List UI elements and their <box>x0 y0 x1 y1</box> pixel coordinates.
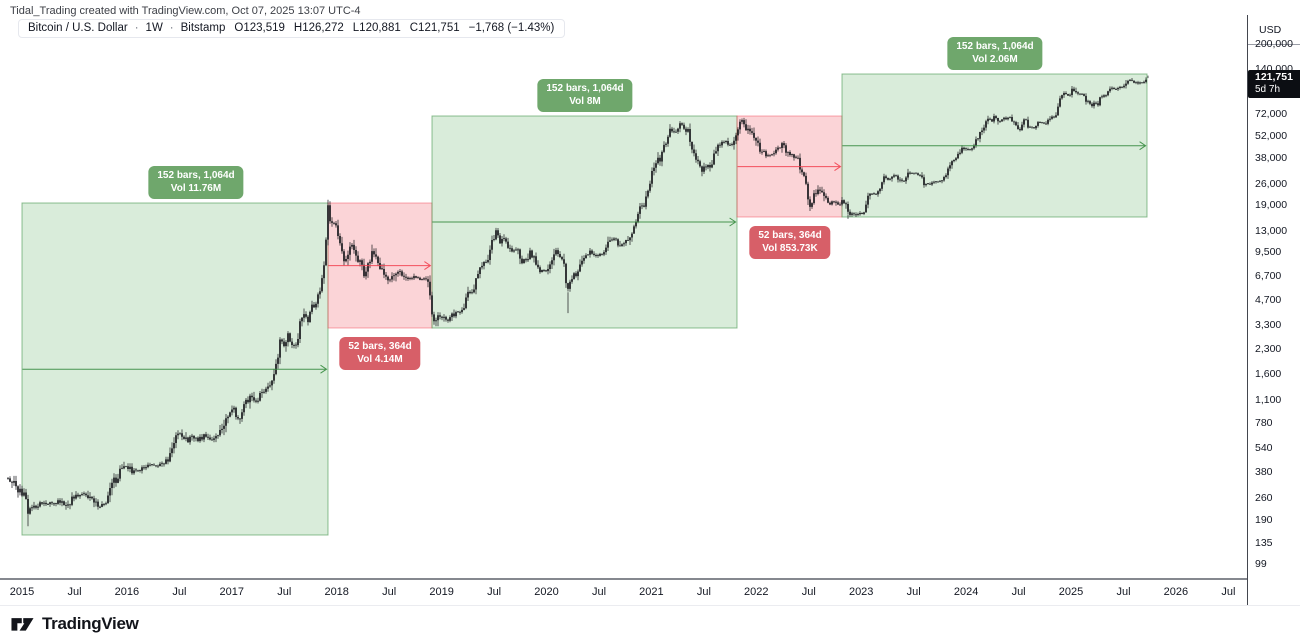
time-tick-2019-2019: 2019 <box>429 586 454 598</box>
exchange-label: Bitstamp <box>180 22 226 34</box>
price-tick-38000: 38,000 <box>1255 151 1288 164</box>
tradingview-logo-text[interactable]: TradingView <box>42 614 139 633</box>
bar-countdown: 5d 7h <box>1255 84 1281 95</box>
time-tick-Jul-2016.5: Jul <box>172 586 187 598</box>
price-tick-1600: 1,600 <box>1255 368 1282 380</box>
zone-arrow-green-3[interactable] <box>432 217 737 227</box>
tradingview-logo-icon[interactable] <box>10 613 35 635</box>
time-tick-Jul-2025.5: Jul <box>1116 586 1131 598</box>
time-tick-2023-2023: 2023 <box>848 586 874 598</box>
currency-label: USD <box>1259 24 1282 36</box>
ohlc-open: O123,519 <box>234 22 285 34</box>
zone-arrow-green-1[interactable] <box>22 364 328 374</box>
time-tick-2017-2017: 2017 <box>219 586 245 598</box>
time-tick-2015-2015: 2015 <box>9 586 35 598</box>
price-tick-13000: 13,000 <box>1255 224 1288 237</box>
footer-branding: TradingView <box>10 613 139 635</box>
symbol-legend[interactable]: Bitcoin / U.S. Dollar · 1W · Bitstamp O1… <box>18 19 566 38</box>
time-axis-bottom-divider <box>0 605 1300 606</box>
time-tick-2016-2016: 2016 <box>114 586 140 598</box>
zone-arrow-green-5[interactable] <box>842 141 1147 151</box>
time-tick-Jul-2018.5: Jul <box>382 586 397 598</box>
zone-arrow-red-4[interactable] <box>737 162 842 172</box>
time-tick-Jul-2026.5: Jul <box>1221 586 1236 598</box>
time-tick-Jul-2020.5: Jul <box>591 586 607 598</box>
price-tick-3300: 3,300 <box>1255 318 1282 331</box>
time-tick-2024-2024: 2024 <box>953 586 979 598</box>
price-tick-99: 99 <box>1255 558 1267 571</box>
time-tick-Jul-2023.5: Jul <box>906 586 921 598</box>
ohlc-close: C121,751 <box>409 22 460 34</box>
time-tick-Jul-2017.5: Jul <box>277 586 292 598</box>
attribution-text: Tidal_Trading created with TradingView.c… <box>10 5 361 17</box>
ohlc-change: −1,768 (−1.43%) <box>468 22 555 34</box>
price-tick-540: 540 <box>1255 442 1273 455</box>
price-tick-9500: 9,500 <box>1255 246 1282 259</box>
price-tick-2300: 2,300 <box>1255 343 1282 356</box>
price-tick-26000: 26,000 <box>1255 177 1288 190</box>
ohlc-high: H126,272 <box>293 22 344 34</box>
legend-separator: · <box>169 22 174 34</box>
price-tick-260: 260 <box>1255 492 1273 505</box>
price-tick-6700: 6,700 <box>1255 270 1282 283</box>
price-tick-190: 190 <box>1255 513 1273 526</box>
time-tick-2020-2020: 2020 <box>534 586 559 598</box>
price-tick-135: 135 <box>1255 536 1273 549</box>
zone-arrow-red-2[interactable] <box>328 261 432 271</box>
time-tick-2021-2021: 2021 <box>639 586 664 598</box>
time-axis[interactable]: 2015 Jul 2016 Jul 2017 Jul 2018 Jul 2019 Jul 2020 J… <box>0 578 1300 607</box>
time-tick-Jul-2019.5: Jul <box>487 586 502 598</box>
current-price-badge: 121,751 5d 7h <box>1248 70 1300 98</box>
legend-separator: · <box>134 22 139 34</box>
time-tick-Jul-2015.5: Jul <box>67 586 82 598</box>
time-tick-2018-2018: 2018 <box>324 586 349 598</box>
price-tick-19000: 19,000 <box>1255 199 1288 211</box>
price-tick-52000: 52,000 <box>1255 130 1288 143</box>
symbol-name[interactable]: Bitcoin / U.S. Dollar <box>28 22 128 34</box>
price-tick-380: 380 <box>1255 466 1273 479</box>
price-tick-1100: 1,100 <box>1255 393 1282 406</box>
time-tick-Jul-2021.5: Jul <box>696 586 711 598</box>
price-axis[interactable]: USD 121,751 5d 7h 200,000 140,000 72,000 52… <box>1247 15 1300 605</box>
time-tick-Jul-2024.5: Jul <box>1011 586 1026 598</box>
time-tick-2022-2022: 2022 <box>744 586 769 598</box>
current-price-value: 121,751 <box>1255 71 1293 83</box>
time-tick-2025-2025: 2025 <box>1058 586 1084 598</box>
ohlc-low: L120,881 <box>352 22 401 34</box>
time-tick-Jul-2022.5: Jul <box>801 586 816 598</box>
candlestick-series <box>7 79 1147 514</box>
price-tick-200000: 200,000 <box>1255 38 1293 51</box>
interval-label[interactable]: 1W <box>145 22 163 34</box>
price-tick-780: 780 <box>1255 417 1273 430</box>
time-tick-2026-2026: 2026 <box>1163 586 1189 598</box>
price-tick-72000: 72,000 <box>1255 108 1288 120</box>
price-tick-4700: 4,700 <box>1255 294 1282 307</box>
price-axis-divider <box>1248 44 1300 45</box>
